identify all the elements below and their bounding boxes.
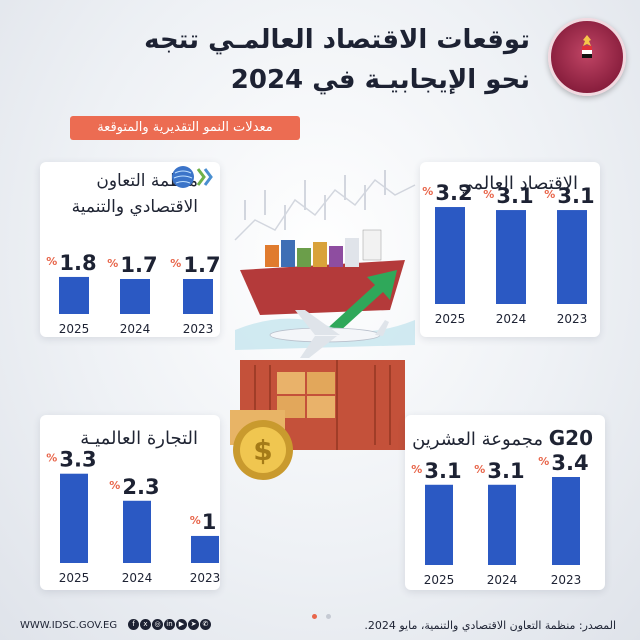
facebook-icon[interactable]: f — [128, 619, 139, 630]
year-label-2024: 2024 — [487, 573, 518, 587]
bar-2023 — [183, 279, 213, 314]
percent-sign-2023: % — [544, 188, 555, 201]
percent-sign-2025: % — [46, 255, 57, 268]
percent-sign-2024: % — [474, 463, 485, 476]
growth-arrow-icon — [320, 270, 397, 342]
page-title-line1: توقعات الاقتصاد العالمـي تتجه — [144, 25, 530, 55]
percent-sign-2023: % — [170, 257, 181, 270]
youtube-icon[interactable]: ▶ — [176, 619, 187, 630]
bar-2025 — [425, 484, 453, 565]
bar-chart-world-economy: 3.2% 2025 3.1% 2024 3.1% 2023 — [422, 181, 594, 326]
chart-title-g20-arabic: مجموعة العشرين — [412, 429, 544, 450]
value-label-2025: 1.8 — [59, 251, 96, 275]
value-label-2025: 3.2 — [435, 181, 472, 205]
year-label-2023: 2023 — [551, 573, 582, 587]
bar-2024 — [120, 279, 150, 314]
year-label-2025: 2025 — [59, 322, 90, 336]
telegram-icon[interactable]: ➤ — [188, 619, 199, 630]
value-label-2024: 3.1 — [496, 184, 533, 208]
percent-sign-2025: % — [411, 463, 422, 476]
bar-chart-world-trade: 3.3% 2025 2.3% 2024 1% 2023 — [46, 448, 220, 585]
year-label-2024: 2024 — [496, 312, 527, 326]
instagram-icon[interactable]: ◎ — [152, 619, 163, 630]
pagination-dot[interactable] — [326, 614, 332, 619]
percent-sign-2025: % — [422, 185, 433, 198]
bar-2025 — [59, 276, 89, 314]
idsc-logo — [548, 18, 626, 96]
chart-card-g20: G20 مجموعة العشرين 3.1% 2025 3.1% 2024 3.4% 2… — [405, 415, 605, 590]
chart-card-world-trade: التجارة العالميـة 3.3% 2025 2.3% 2024 1% 2023 — [40, 415, 220, 590]
source-note: المصدر: منظمة التعاون الاقتصادي والتنمية… — [364, 619, 616, 632]
value-label-2024: 2.3 — [122, 475, 159, 499]
value-label-2023: 3.4 — [551, 451, 588, 475]
bar-2025 — [60, 473, 88, 563]
value-label-2023: 3.1 — [557, 184, 594, 208]
year-label-2024: 2024 — [122, 571, 153, 585]
percent-sign-2023: % — [538, 455, 549, 468]
bar-2023 — [557, 210, 587, 304]
subtitle-badge: معدلات النمو التقديرية والمتوقعة — [70, 116, 300, 140]
eagle-emblem-icon — [582, 35, 592, 58]
percent-sign-2024: % — [107, 257, 118, 270]
chart-title-oecd-line2: الاقتصادي والتنمية — [71, 197, 198, 217]
year-label-2023: 2023 — [183, 322, 214, 336]
year-label-2024: 2024 — [120, 322, 151, 336]
chart-card-world-economy: الاقتصاد العالمي 3.2% 2025 3.1% 2024 3.1% 202… — [420, 162, 600, 337]
linkedin-icon[interactable]: in — [164, 619, 175, 630]
bar-2024 — [123, 500, 151, 563]
year-label-2023: 2023 — [190, 571, 220, 585]
bar-2023 — [552, 477, 580, 565]
cargo-ship-icon — [240, 229, 405, 315]
bar-chart-g20: 3.1% 2025 3.1% 2024 3.4% 2023 — [411, 451, 588, 587]
website-link[interactable]: WWW.IDSC.GOV.EG — [20, 620, 118, 631]
value-label-2025: 3.1 — [424, 459, 461, 483]
svg-text:$: $ — [253, 434, 272, 467]
social-icons: f x ◎ in ▶ ➤ ✆ — [128, 619, 212, 631]
year-label-2025: 2025 — [435, 312, 466, 326]
year-label-2025: 2025 — [424, 573, 455, 587]
value-label-2023: 1.7 — [183, 253, 220, 277]
percent-sign-2023: % — [190, 514, 201, 527]
trade-illustration: $ — [230, 170, 416, 480]
bar-2025 — [435, 207, 465, 304]
year-label-2023: 2023 — [557, 312, 588, 326]
stock-chart-background — [234, 170, 416, 241]
value-label-2024: 3.1 — [487, 459, 524, 483]
airplane-icon — [269, 310, 389, 358]
bar-2024 — [488, 484, 516, 565]
value-label-2025: 3.3 — [59, 448, 96, 472]
value-label-2023: 1 — [202, 510, 217, 534]
page-title: توقعات الاقتصاد العالمـي تتجه نحو الإيجا… — [110, 20, 530, 100]
chart-title-world-economy: الاقتصاد العالمي — [458, 173, 578, 194]
chart-title-g20-latin: G20 — [548, 426, 593, 450]
bar-2024 — [496, 210, 526, 304]
x-icon[interactable]: x — [140, 619, 151, 630]
chart-title-world-trade: التجارة العالميـة — [80, 428, 198, 449]
bar-2023 — [191, 535, 219, 563]
pagination-dots — [310, 604, 333, 623]
percent-sign-2024: % — [109, 479, 120, 492]
percent-sign-2025: % — [46, 452, 57, 465]
page-title-line2: نحو الإيجابيـة في 2024 — [230, 65, 530, 95]
gold-coin-icon: $ — [233, 420, 293, 480]
year-label-2025: 2025 — [59, 571, 90, 585]
percent-sign-2024: % — [483, 188, 494, 201]
whatsapp-icon[interactable]: ✆ — [200, 619, 211, 630]
chart-card-oecd: منظمة التعاون الاقتصادي والتنمية 1.8% 202… — [40, 162, 220, 337]
bar-chart-oecd: 1.8% 2025 1.7% 2024 1.7% 2023 — [46, 251, 220, 336]
pagination-dot-active[interactable] — [312, 614, 317, 619]
oecd-globe-icon — [172, 166, 213, 188]
value-label-2024: 1.7 — [120, 253, 157, 277]
chart-title-g20: G20 مجموعة العشرين — [403, 425, 593, 453]
